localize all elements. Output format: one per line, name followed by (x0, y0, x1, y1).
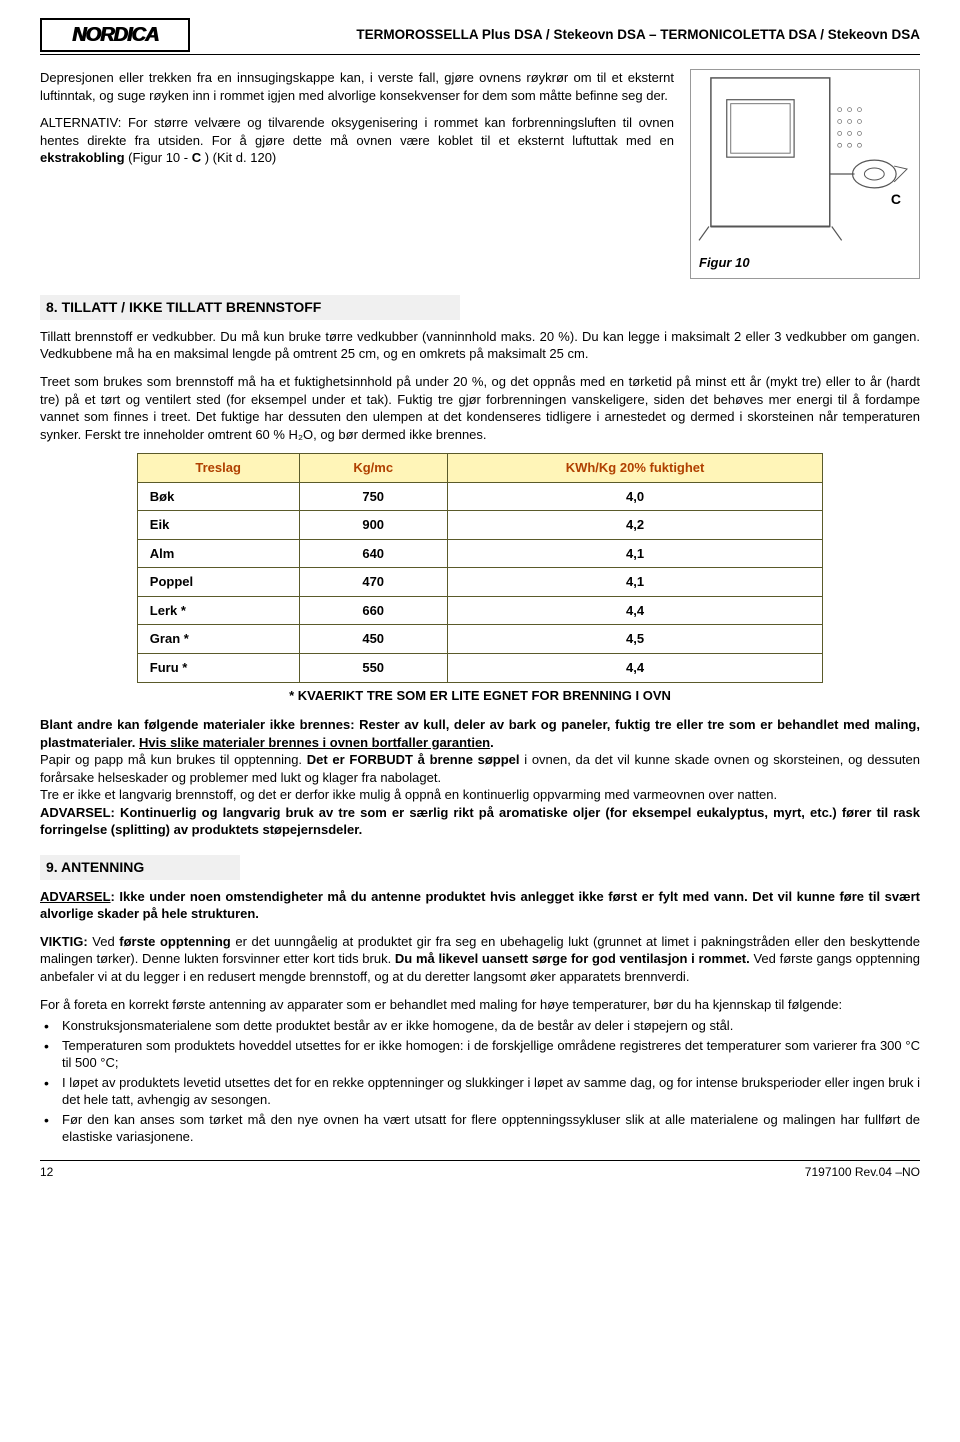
figure-label-c: C (891, 190, 901, 209)
table-cell: 900 (299, 511, 447, 540)
revision-code: 7197100 Rev.04 –NO (805, 1164, 920, 1180)
viktig-b: første opptenning (119, 934, 230, 949)
page-footer: 12 7197100 Rev.04 –NO (40, 1160, 920, 1180)
section-9-intro: For å foreta en korrekt første antenning… (40, 996, 920, 1014)
section-8-p2: Treet som brukes som brennstoff må ha et… (40, 373, 920, 443)
table-row: Gran *4504,5 (137, 625, 822, 654)
table-header-row: Treslag Kg/mc KWh/Kg 20% fuktighet (137, 454, 822, 483)
table-cell: 4,1 (447, 539, 822, 568)
intro-p2-end: ) (Kit d. 120) (201, 150, 276, 165)
figure-caption: Figur 10 (699, 254, 750, 272)
intro-text-block: Depresjonen eller trekken fra en innsugi… (40, 69, 674, 279)
intro-p2-bold: ekstrakobling (40, 150, 125, 165)
table-cell: 550 (299, 654, 447, 683)
figure-10: C Figur 10 (690, 69, 920, 279)
table-cell: 450 (299, 625, 447, 654)
warn-2b: Det er FORBUDT å brenne søppel (307, 752, 520, 767)
table-cell: 4,2 (447, 511, 822, 540)
wood-fuel-table: Treslag Kg/mc KWh/Kg 20% fuktighet Bøk75… (137, 453, 823, 682)
warn-1c: . (490, 735, 494, 750)
section-8-title: 8. TILLATT / IKKE TILLATT BRENNSTOFF (40, 295, 460, 320)
warn-4: ADVARSEL: Kontinuerlig og langvarig bruk… (40, 805, 920, 838)
table-cell: 4,4 (447, 596, 822, 625)
intro-p2-after: (Figur 10 - (125, 150, 192, 165)
table-cell: Poppel (137, 568, 299, 597)
intro-p2: ALTERNATIV: For større velvære og tilvar… (40, 114, 674, 167)
table-cell: 470 (299, 568, 447, 597)
logo-text: NORDICA (72, 22, 158, 49)
adv-body: : Ikke under noen omstendigheter må du a… (40, 889, 920, 922)
list-item: Før den kan anses som tørket må den nye … (40, 1111, 920, 1146)
section-9-viktig: VIKTIG: Ved første opptenning er det uun… (40, 933, 920, 986)
table-cell: Furu * (137, 654, 299, 683)
table-cell: 4,0 (447, 482, 822, 511)
table-row: Furu *5504,4 (137, 654, 822, 683)
table-row: Poppel4704,1 (137, 568, 822, 597)
adv-prefix: ADVARSEL (40, 889, 111, 904)
warn-2a: Papir og papp må kun brukes til opptenni… (40, 752, 307, 767)
table-footnote: * KVAERIKT TRE SOM ER LITE EGNET FOR BRE… (40, 687, 920, 705)
table-cell: 640 (299, 539, 447, 568)
section-9-title: 9. ANTENNING (40, 855, 240, 880)
list-item: Temperaturen som produktets hoveddel uts… (40, 1037, 920, 1072)
table-row: Eik9004,2 (137, 511, 822, 540)
page-header: NORDICA TERMOROSSELLA Plus DSA / Stekeov… (40, 18, 920, 55)
brand-logo: NORDICA (40, 18, 190, 52)
table-cell: Bøk (137, 482, 299, 511)
table-cell: 750 (299, 482, 447, 511)
intro-p2-prefix: ALTERNATIV: (40, 115, 128, 130)
table-cell: 4,5 (447, 625, 822, 654)
table-cell: Eik (137, 511, 299, 540)
intro-p1: Depresjonen eller trekken fra en innsugi… (40, 69, 674, 104)
col-energy: KWh/Kg 20% fuktighet (447, 454, 822, 483)
section-9-advarsel: ADVARSEL: Ikke under noen omstendigheter… (40, 888, 920, 923)
table-row: Alm6404,1 (137, 539, 822, 568)
table-cell: 4,1 (447, 568, 822, 597)
table-cell: Lerk * (137, 596, 299, 625)
stove-diagram-icon (691, 70, 919, 278)
warning-materials: Blant andre kan følgende materialer ikke… (40, 716, 920, 839)
table-row: Bøk7504,0 (137, 482, 822, 511)
list-item: I løpet av produktets levetid utsettes d… (40, 1074, 920, 1109)
table-cell: Alm (137, 539, 299, 568)
warn-1b: Hvis slike materialer brennes i ovnen bo… (139, 735, 490, 750)
intro-p2-c: C (192, 150, 201, 165)
viktig-prefix: VIKTIG: (40, 934, 88, 949)
table-row: Lerk *6604,4 (137, 596, 822, 625)
col-density: Kg/mc (299, 454, 447, 483)
page-number: 12 (40, 1164, 53, 1180)
viktig-d: Du må likevel uansett sørge for god vent… (395, 951, 750, 966)
table-cell: 4,4 (447, 654, 822, 683)
col-species: Treslag (137, 454, 299, 483)
table-cell: Gran * (137, 625, 299, 654)
warn-3: Tre er ikke et langvarig brennstoff, og … (40, 787, 777, 802)
section-8-p1: Tillatt brennstoff er vedkubber. Du må k… (40, 328, 920, 363)
intro-p2-body: For større velvære og tilvarende oksygen… (40, 115, 674, 148)
header-title: TERMOROSSELLA Plus DSA / Stekeovn DSA – … (202, 18, 920, 44)
table-cell: 660 (299, 596, 447, 625)
list-item: Konstruksjonsmaterialene som dette produ… (40, 1017, 920, 1035)
viktig-a: Ved (88, 934, 120, 949)
ignition-bullet-list: Konstruksjonsmaterialene som dette produ… (40, 1017, 920, 1146)
